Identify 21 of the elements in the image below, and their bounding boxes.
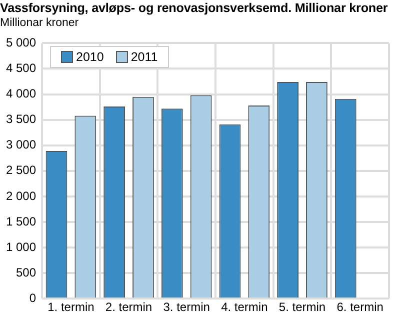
y-tick-label: 4 500: [6, 61, 36, 76]
x-tick-label: 3. termin: [163, 300, 210, 314]
y-tick-label: 5 000: [6, 36, 36, 50]
legend-label: 2011: [130, 50, 158, 64]
chart-title: Vassforsyning, avløps- og renovasjonsverksemd. Millionar kroner: [0, 0, 389, 16]
x-tick-label: 6. termin: [336, 300, 384, 314]
y-tick-label: 1 500: [6, 214, 36, 228]
y-tick-label: 2 000: [6, 188, 36, 203]
y-tick-label: 4 000: [6, 86, 36, 101]
y-tick-label: 500: [16, 265, 36, 280]
legend-label: 2010: [76, 50, 104, 64]
y-tick-label: 3 000: [6, 138, 36, 152]
y-tick-label: 0: [29, 290, 36, 305]
x-tick-label: 5. termin: [278, 300, 326, 314]
y-tick-label: 3 500: [6, 112, 36, 126]
x-tick-label: 2. termin: [105, 300, 152, 314]
x-tick-label: 4. termin: [221, 300, 268, 314]
x-tick-label: 1. termin: [48, 300, 94, 314]
y-tick-label: 2 500: [6, 163, 36, 178]
y-tick-label: 1 000: [6, 240, 36, 254]
chart-subtitle: Millionar kroner: [0, 16, 80, 30]
